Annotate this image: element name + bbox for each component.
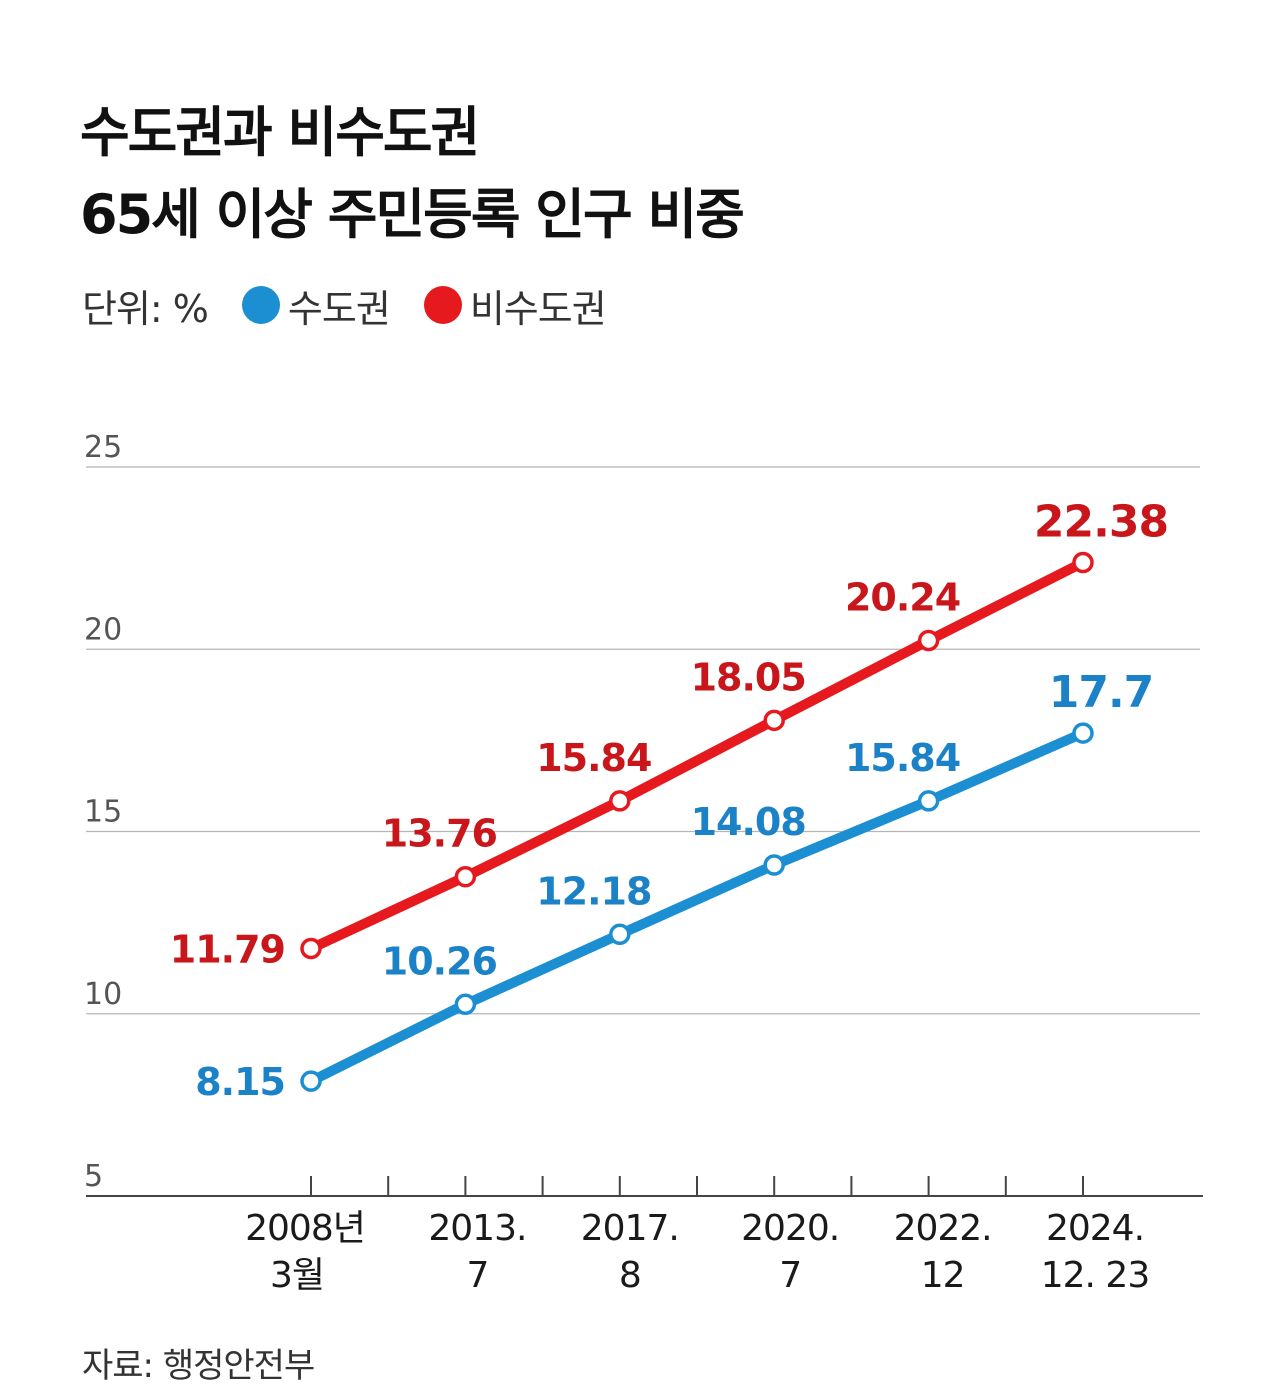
data-label-capital-5: 17.7: [1049, 667, 1154, 718]
data-label-capital-0: 8.15: [195, 1060, 285, 1104]
legend-dot-non-capital-icon: [423, 286, 462, 324]
y-tick-label-15: 15: [84, 795, 122, 830]
y-tick-label-25: 25: [84, 430, 122, 465]
chart-title-line-1: 수도권과 비수도권: [80, 101, 480, 164]
data-label-non-capital-0: 11.79: [170, 928, 285, 972]
marker-non-capital-3: [763, 709, 785, 732]
data-label-non-capital-4: 20.24: [845, 576, 960, 620]
marker-capital-1: [454, 993, 477, 1016]
y-tick-label-10: 10: [84, 977, 122, 1012]
series-markers: [300, 551, 1094, 1092]
x-tick-label-3-line-1: 2020.: [741, 1208, 839, 1249]
x-tick-label-4-line-2: 12: [921, 1255, 965, 1296]
legend-item-non-capital: 비수도권: [423, 278, 607, 333]
marker-capital-3: [763, 854, 785, 876]
series-lines: [306, 557, 1088, 1087]
legend-label-non-capital: 비수도권: [469, 286, 607, 331]
data-label-capital-3: 14.08: [691, 800, 806, 844]
data-label-capital-1: 10.26: [382, 939, 497, 983]
data-label-non-capital-3: 18.05: [691, 655, 806, 699]
data-labels: 11.79 13.76 15.84 18.05 20.24 22.38 8.15 10.26 1…: [170, 496, 1169, 1104]
series-line-capital: [306, 728, 1088, 1087]
marker-non-capital-5: [1072, 551, 1094, 574]
marker-non-capital-1: [454, 865, 477, 888]
legend: 단위: % 수도권 비수도권: [82, 278, 640, 333]
chart-title-line-2: 65세 이상 주민등록 인구 비중: [80, 183, 745, 246]
source-note: 자료: 행정안전부: [82, 1346, 315, 1386]
legend-dot-capital-icon: [241, 286, 280, 324]
data-label-capital-4: 15.84: [845, 736, 960, 780]
marker-non-capital-0: [300, 937, 322, 960]
x-axis: [86, 1176, 1203, 1197]
x-tick-label-1-line-2: 7: [466, 1255, 488, 1296]
unit-label: 단위: %: [82, 286, 209, 331]
x-tick-label-2-line-1: 2017.: [581, 1208, 679, 1249]
x-tick-label-2-line-2: 8: [619, 1255, 641, 1296]
marker-non-capital-4: [917, 629, 940, 652]
marker-capital-4: [917, 790, 940, 812]
x-tick-label-3-line-2: 7: [779, 1255, 801, 1296]
marker-non-capital-2: [609, 790, 631, 812]
x-tick-label-5-line-1: 2024.: [1046, 1208, 1144, 1249]
gridlines: 5 10 15 20 25: [84, 430, 1200, 1194]
x-tick-label-0-line-2: 3월: [270, 1255, 324, 1296]
legend-label-capital: 수도권: [287, 286, 391, 331]
data-label-non-capital-1: 13.76: [382, 812, 497, 856]
series-line-non-capital: [306, 557, 1088, 954]
x-tick-label-1-line-1: 2013.: [428, 1208, 526, 1249]
data-label-non-capital-5: 22.38: [1034, 496, 1168, 547]
y-tick-label-5: 5: [84, 1159, 103, 1194]
marker-capital-0: [300, 1070, 322, 1092]
marker-capital-5: [1072, 722, 1094, 744]
data-label-capital-2: 12.18: [536, 869, 651, 913]
data-label-non-capital-2: 15.84: [536, 736, 651, 780]
x-tick-label-4-line-1: 2022.: [894, 1208, 992, 1249]
y-tick-label-20: 20: [84, 612, 122, 647]
x-tick-label-5-line-2: 12. 23: [1041, 1255, 1150, 1296]
legend-item-capital: 수도권: [241, 278, 391, 333]
x-tick-label-0-line-1: 2008년: [245, 1208, 365, 1249]
marker-capital-2: [609, 923, 631, 946]
x-tick-labels: 2008년 3월 2013. 7 2017. 8 2020. 7 2022. 12 2024. 12.…: [245, 1208, 1150, 1296]
